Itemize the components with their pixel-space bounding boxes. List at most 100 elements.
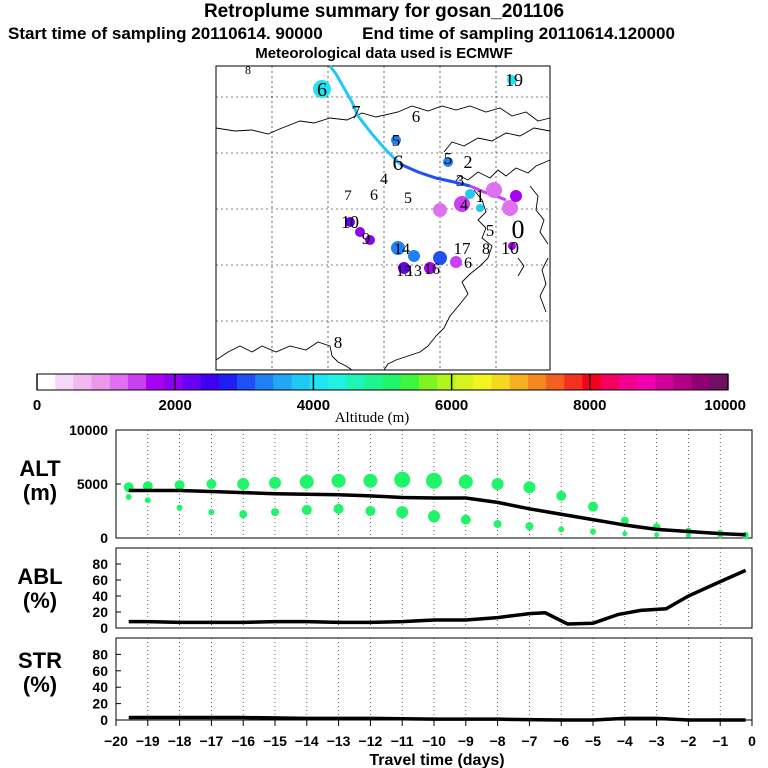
altitude-marker [208, 509, 215, 516]
abl-y-tick-label: 80 [92, 556, 108, 572]
colorbar-cell [164, 374, 183, 390]
plume-dot [476, 204, 484, 212]
day-marker: 8 [482, 241, 490, 258]
colorbar-cell [637, 374, 656, 390]
colorbar-cell [655, 374, 674, 390]
colorbar-cell [37, 374, 56, 390]
colorbar-tick-label: 0 [33, 397, 41, 414]
colorbar-cells [37, 374, 729, 390]
altitude-marker [144, 497, 151, 504]
day-marker: 6 [412, 107, 421, 126]
day-marker: 2 [464, 152, 473, 172]
plume-dot [507, 75, 517, 85]
plume-dot [486, 182, 502, 198]
altitude-marker [206, 479, 217, 489]
day-marker: 4 [380, 171, 388, 188]
colorbar-cell [218, 374, 238, 390]
altitude-marker [590, 528, 596, 535]
colorbar-tick-label: 4000 [297, 397, 330, 414]
str-y-tick-label: 20 [92, 696, 108, 712]
colorbar-cell [327, 374, 347, 390]
plume-dot [408, 250, 420, 262]
day-marker: 5 [392, 131, 401, 150]
x-axis: −20 −19 −18 −17 −16 −15 −14 −13 −12 −11 −10 −9 −8 −7−… [104, 720, 756, 768]
day-marker: 19 [505, 70, 523, 90]
day-marker: 0 [512, 215, 525, 244]
x-tick-label: −13 [327, 733, 351, 749]
day-marker: 3 [456, 171, 465, 190]
plume-dot [391, 135, 401, 145]
coastlines [215, 105, 551, 371]
colorbar-cell [237, 374, 256, 390]
colorbar-cell [182, 374, 202, 390]
x-tick-label: −7 [521, 733, 537, 749]
colorbar-cell [437, 374, 456, 390]
colorbar-cell [582, 374, 602, 390]
day-marker: 6 [464, 255, 472, 272]
plume-dot [433, 203, 447, 217]
x-tick-label: −2 [680, 733, 696, 749]
abl-y-tick-label: 60 [92, 572, 108, 588]
plume-dot [365, 235, 375, 245]
day-marker: 10 [341, 212, 359, 232]
altitude-marker [491, 478, 504, 490]
colorbar-cell [55, 374, 74, 390]
day-marker: 8 [245, 63, 251, 77]
map-frame [215, 65, 551, 371]
colorbar-cell [382, 374, 402, 390]
str-y-tick-label: 0 [100, 712, 108, 728]
altitude-marker [237, 478, 250, 490]
colorbar-cell [564, 374, 584, 390]
plume-dot [502, 200, 518, 216]
altitude-marker [176, 504, 183, 511]
time-series-panels: 1000050000ALT(m)806040200ABL(%)806040200… [17, 422, 756, 768]
colorbar-tick-label: 10000 [704, 397, 746, 414]
day-marker: 16 [424, 261, 440, 278]
day-marker: 7 [344, 188, 352, 204]
x-tick-label: −6 [553, 733, 569, 749]
day-marker: 4 [460, 197, 468, 214]
plume-dot [508, 242, 516, 250]
altitude-marker [458, 474, 473, 489]
alt-panel: 10000 5000 0 ALT(m) [19, 422, 753, 546]
colorbar-ticks: 0 2000 4000 6000 8000 10000 [33, 374, 746, 414]
altitude-marker [333, 503, 344, 514]
altitude-marker [239, 510, 248, 519]
colorbar-cell [473, 374, 493, 390]
altitude-marker [525, 522, 534, 531]
colorbar-cell [455, 374, 474, 390]
colorbar-cell [309, 374, 329, 390]
coastline [539, 257, 549, 313]
colorbar-cell [509, 374, 529, 390]
x-tick-label: −12 [359, 733, 383, 749]
colorbar-cell [691, 374, 711, 390]
plume-dot [355, 227, 365, 237]
x-tick-label: −16 [231, 733, 255, 749]
altitude-marker [365, 506, 376, 516]
colorbar-cell [273, 374, 293, 390]
altitude-marker [174, 480, 185, 491]
x-tick-label: −5 [585, 733, 601, 749]
plume-dots [313, 75, 522, 274]
day-marker: 1 [476, 186, 485, 206]
abl-y-tick-label: 0 [100, 620, 108, 636]
plume-dot [424, 262, 436, 274]
alt-ylabel-top: ALT [19, 456, 61, 481]
altitude-marker [299, 474, 314, 489]
x-tick-label: −11 [391, 733, 414, 749]
colorbar-cell [146, 374, 165, 390]
colorbar-cell [709, 374, 729, 390]
altitude-marker [622, 531, 628, 537]
str-ylabel-top: STR [18, 648, 62, 673]
coastline [329, 345, 353, 371]
colorbar-label: Altitude (m) [335, 410, 410, 426]
day-marker: 13 [406, 263, 422, 280]
x-tick-label: −9 [458, 733, 474, 749]
colorbar-cell [618, 374, 638, 390]
altitude-marker [142, 481, 153, 492]
str-y-tick-label: 40 [92, 679, 108, 695]
colorbar-cell [127, 374, 147, 390]
sampling-time-line: Start time of sampling 20110614. 90000 E… [8, 24, 675, 44]
